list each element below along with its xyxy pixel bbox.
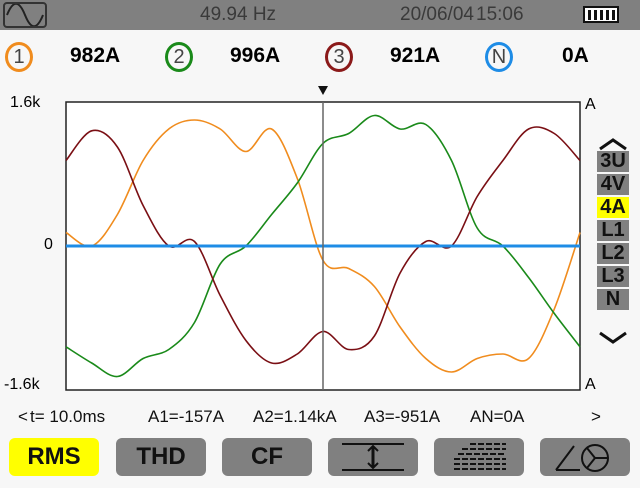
y-tick-zero: 0 — [44, 236, 53, 253]
channel-1-badge: 1 — [5, 42, 33, 72]
date: 20/06/04 — [400, 4, 474, 25]
chevron-down-icon[interactable] — [597, 331, 629, 345]
y-unit-top: A — [585, 96, 596, 113]
channel-n-badge: N — [485, 42, 513, 72]
rms-button[interactable]: RMS — [9, 438, 99, 476]
y-tick-top: 1.6k — [10, 94, 41, 111]
cursor-time: t= 10.0ms — [30, 407, 106, 426]
phasor-icon — [555, 444, 609, 472]
side-menu-item-4a[interactable]: 4A — [597, 197, 629, 218]
chevron-up-icon[interactable] — [597, 137, 629, 151]
scale-button[interactable] — [328, 438, 418, 476]
cf-button[interactable]: CF — [222, 438, 312, 476]
y-unit-bottom: A — [585, 376, 596, 393]
channel-2-badge: 2 — [165, 42, 193, 72]
side-menu-item-3u[interactable]: 3U — [597, 151, 629, 172]
harmonics-button[interactable] — [434, 438, 524, 476]
cursor-a3: A3=-951A — [364, 407, 441, 426]
status-bar: 49.94 Hz 20/06/04 15:06 — [0, 0, 640, 30]
cursor-a2: A2=1.14kA — [253, 407, 337, 426]
cursor-marker-icon[interactable] — [318, 86, 328, 95]
measurements-row: 1 982A 2 996A 3 921A N 0A — [0, 38, 640, 72]
cursor-an: AN=0A — [470, 407, 525, 426]
channel-1-value: 982A — [70, 44, 121, 67]
cursor-prev[interactable]: < — [18, 407, 28, 426]
side-menu-item-l2[interactable]: L2 — [597, 243, 629, 264]
waveform-plot[interactable] — [0, 0, 640, 400]
channel-2-value: 996A — [230, 44, 281, 67]
harmonics-icon — [454, 443, 506, 470]
sine-wave-icon[interactable] — [3, 2, 47, 28]
side-menu-item-n[interactable]: N — [597, 289, 629, 310]
side-menu-item-l1[interactable]: L1 — [597, 220, 629, 241]
y-tick-bottom: -1.6k — [4, 376, 40, 393]
channel-n-value: 0A — [562, 44, 589, 67]
channel-3-value: 921A — [390, 44, 441, 67]
side-menu-item-l3[interactable]: L3 — [597, 266, 629, 287]
phasor-button[interactable] — [540, 438, 630, 476]
side-menu-item-4v[interactable]: 4V — [597, 174, 629, 195]
cursor-next[interactable]: > — [591, 407, 601, 426]
channel-3-badge: 3 — [325, 42, 353, 72]
time: 15:06 — [476, 4, 524, 25]
cursor-a1: A1=-157A — [148, 407, 225, 426]
scale-icon — [342, 443, 404, 471]
battery-full-icon — [583, 6, 619, 23]
frequency: 49.94 Hz — [200, 4, 277, 25]
thd-button[interactable]: THD — [116, 438, 206, 476]
